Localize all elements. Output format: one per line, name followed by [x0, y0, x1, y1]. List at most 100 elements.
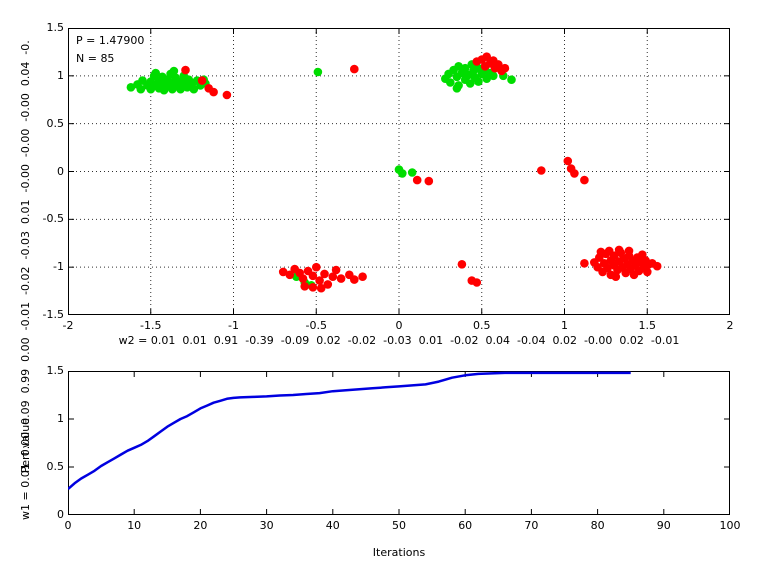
scatter-point: [308, 283, 318, 292]
x-tick-label: 1.5: [638, 319, 657, 332]
scatter-point: [412, 175, 422, 185]
scatter-point: [136, 84, 146, 94]
scatter-point: [316, 283, 326, 293]
scatter-point: [209, 87, 218, 97]
scatter-point: [500, 63, 510, 73]
scatter-point: [222, 90, 232, 100]
p-value-annotation: P = 1.47900: [76, 34, 145, 47]
scatter-point: [596, 247, 606, 257]
scatter-point: [189, 84, 199, 94]
scatter-point: [570, 169, 579, 178]
scatter-point: [312, 262, 321, 272]
scatter-point: [580, 175, 589, 185]
y-tick-label: 0: [57, 164, 64, 178]
x-tick-label: 0: [64, 519, 72, 532]
scatter-point: [580, 259, 589, 268]
scatter-point: [278, 267, 288, 277]
perf-xlabel: Iterations: [372, 546, 426, 559]
scatter-point: [285, 270, 295, 280]
x-tick-label: 20: [193, 519, 208, 532]
scatter-point: [315, 276, 324, 285]
scatter-plot-svg: [68, 28, 730, 315]
scatter-point: [507, 75, 516, 84]
x-tick-label: 100: [719, 519, 741, 532]
y-tick-label: 1: [57, 412, 64, 425]
x-tick-label: 50: [392, 519, 406, 532]
scatter-point: [446, 78, 455, 87]
scatter-point: [537, 166, 546, 175]
y-tick-label: 0.5: [46, 460, 65, 473]
x-tick-label: 10: [127, 519, 142, 532]
x-tick-label: 40: [325, 519, 340, 532]
y-tick-label: 1.5: [46, 364, 65, 377]
scatter-point: [611, 272, 621, 281]
y-tick-label: 1: [57, 68, 64, 82]
scatter-point: [197, 76, 207, 85]
scatter-point: [358, 272, 367, 281]
scatter-point: [323, 280, 333, 289]
scatter-point: [472, 278, 482, 287]
y-tick-label: -0.5: [42, 212, 64, 226]
x-tick-label: -0.5: [305, 319, 327, 332]
scatter-point: [298, 274, 308, 283]
scatter-point: [494, 60, 503, 69]
scatter-point: [482, 52, 492, 61]
scatter-point: [652, 261, 662, 271]
x-tick-label: 0: [395, 319, 403, 332]
y-tick-label: 0.5: [46, 116, 65, 130]
scatter-point: [350, 64, 359, 74]
x-tick-label: 2: [726, 319, 734, 332]
x-tick-label: -2: [62, 319, 74, 332]
scatter-point: [454, 62, 463, 71]
scatter-point: [460, 63, 470, 73]
scatter-point: [169, 66, 179, 76]
scatter-point: [614, 245, 624, 255]
x-tick-label: 80: [590, 519, 605, 532]
x-tick-label: -1.5: [140, 319, 162, 332]
scatter-axes: [68, 28, 730, 315]
scatter-point: [126, 83, 136, 92]
x-tick-label: 0.5: [473, 319, 491, 332]
y-tick-label: 0: [57, 508, 64, 521]
y-tick-label: -1.5: [42, 308, 64, 321]
x-tick-label: 70: [524, 519, 539, 532]
scatter-point: [489, 71, 498, 81]
perf-line-svg: [68, 371, 730, 515]
scatter-point: [604, 246, 614, 256]
scatter-point: [457, 260, 467, 269]
x-tick-label: 60: [458, 519, 473, 532]
scatter-point: [350, 275, 359, 284]
y-tick-label: -1: [53, 260, 64, 274]
perf-line: [68, 371, 631, 491]
axes-border: [68, 28, 730, 315]
y-tick-label: 1.5: [46, 21, 65, 34]
x-tick-label: 30: [259, 519, 274, 532]
scatter-point: [181, 65, 190, 75]
scatter-point: [624, 246, 634, 256]
scatter-point: [313, 67, 323, 77]
scatter-point: [328, 272, 338, 281]
scatter-point: [398, 169, 407, 178]
scatter-point: [474, 77, 483, 86]
scatter-point: [331, 265, 341, 275]
scatter-point: [563, 156, 573, 166]
scatter-point: [424, 176, 434, 186]
n-value-annotation: N = 85: [76, 52, 115, 65]
scatter-point: [300, 282, 309, 291]
scatter-xlabel: w2 = 0.01 0.01 0.91 -0.39 -0.09 0.02 -0.…: [118, 334, 680, 347]
scatter-point: [336, 274, 346, 283]
x-tick-label: 90: [656, 519, 671, 532]
scatter-point: [643, 267, 652, 277]
perf-axes: [68, 371, 730, 515]
scatter-point: [465, 79, 475, 88]
scatter-point: [452, 84, 462, 93]
x-tick-label: 1: [561, 319, 568, 332]
scatter-point: [407, 168, 417, 177]
scatter-point: [603, 263, 612, 273]
axes-border: [68, 371, 730, 515]
scatter-point: [151, 68, 160, 78]
scatter-point: [308, 271, 318, 281]
scatter-point: [320, 269, 329, 279]
x-tick-label: -1: [228, 319, 239, 332]
